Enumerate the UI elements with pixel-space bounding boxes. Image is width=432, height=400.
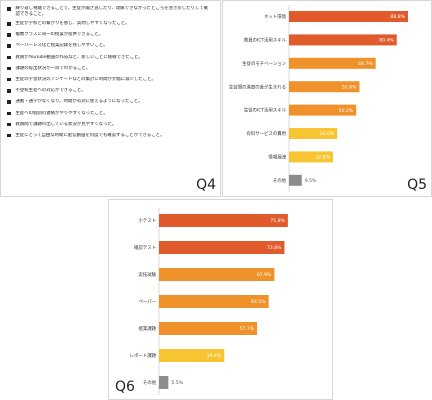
value-label: 73.8%: [267, 245, 282, 251]
bar: [289, 34, 397, 46]
q4-list-item: 生徒への個別の連絡がやりやすくなったこと。: [7, 111, 212, 122]
value-label: 80.4%: [379, 38, 394, 44]
q4-list-item: 生徒が学校との繋がりを感じ、質問しやすくなったこと。: [7, 21, 212, 32]
q4-item-text: 通勤・通学がなくなり、時間が有効に使えるようになったこと。: [15, 99, 143, 105]
q4-list-item: 生徒の学習状況のアンケートなどの集計に時間が大幅に減少したこと。: [7, 77, 212, 88]
bar: [159, 349, 225, 362]
category-label: ネット環境: [264, 13, 287, 20]
bar: [289, 81, 360, 93]
category-label: 生徒間の進度の差が生まれる: [229, 83, 286, 90]
category-label: 実技試験: [138, 271, 156, 278]
bar: [289, 151, 333, 163]
bar: [159, 295, 269, 308]
category-label: 授業課題: [138, 325, 156, 332]
q6-bar-chart: 小テスト 75.8% 確認テスト 73.8% 実技試験 67.9% ペーパー 64.5% 授業課…: [130, 208, 288, 395]
bullet-icon: [7, 44, 11, 48]
q4-list-item: 教員間で課題の出している状況が見やすくなった。: [7, 122, 212, 133]
q6-label: Q6: [115, 379, 135, 395]
category-label: その他: [273, 177, 287, 184]
value-label: 88.8%: [390, 14, 405, 20]
q4-item-text: 生徒にとって自由な時間に配信動画を何度でも確認することができること。: [15, 132, 165, 138]
bullet-icon: [7, 77, 11, 82]
bar: [289, 128, 338, 139]
q5-bar-chart: ネット環境 88.8% 教員のICT活用スキル 80.4% 生徒のモチベーション 64.7…: [229, 5, 408, 192]
q4-answer-list: 繰り返し視聴できることで、生徒が聞き逃したり、理解できなかったところを巻き戻した…: [7, 6, 212, 144]
q4-list-item: 繰り返し視聴できることで、生徒が聞き逃したり、理解できなかったところを巻き戻した…: [7, 6, 212, 21]
bullet-icon: [7, 89, 11, 93]
q4-list-item: 教員がYouTube動画の作成など、新しいことに挑戦できたこと。: [7, 55, 212, 66]
bar: [159, 322, 258, 335]
bullet-icon: [7, 66, 11, 71]
category-label: 有料サービスの費用: [246, 130, 286, 137]
q5-label: Q5: [407, 177, 427, 193]
value-label: 75.8%: [270, 218, 285, 224]
value-label: 5.5%: [171, 380, 183, 386]
q4-label: Q4: [196, 177, 216, 193]
bar: [159, 376, 169, 389]
bullet-icon: [7, 33, 11, 37]
category-label: 生徒のモチベーション: [242, 60, 286, 67]
category-label: 確認テスト: [134, 244, 156, 251]
value-label: 52.6%: [342, 84, 357, 90]
category-label: その他: [143, 379, 157, 386]
category-label: ペーパー: [138, 299, 156, 305]
q4-list-item: 不登校生徒への対応ができること。: [7, 88, 212, 99]
q4-list-item: 通勤・通学がなくなり、時間が有効に使えるようになったこと。: [7, 99, 212, 110]
value-label: 50.2%: [339, 108, 354, 114]
q4-item-text: 不登校生徒への対応ができること。: [15, 88, 86, 94]
q4-list-item: ペーパーレス化と授業記録を残しやすいこと。: [7, 43, 212, 54]
bullet-icon: [7, 122, 11, 127]
q4-item-text: 生徒への個別の連絡がやりやすくなったこと。: [15, 110, 108, 116]
value-label: 64.7%: [358, 61, 373, 67]
bar: [289, 11, 408, 22]
q6-chart-panel: 小テスト 75.8% 確認テスト 73.8% 実技試験 67.9% ペーパー 64.5% 授業課…: [108, 199, 333, 400]
bullet-icon: [7, 55, 11, 60]
bullet-icon: [7, 100, 11, 104]
category-label: 生徒のICT活用スキル: [244, 107, 287, 114]
q4-list-item: 課題の提出状況が一目でわかること。: [7, 66, 212, 77]
bullet-icon: [7, 7, 11, 11]
bar: [159, 241, 285, 254]
q4-item-text: 生徒が学校との繋がりを感じ、質問しやすくなったこと。: [15, 21, 130, 26]
q5-chart-panel: ネット環境 88.8% 教員のICT活用スキル 80.4% 生徒のモチベーション 64.7…: [222, 0, 432, 197]
category-label: 小テスト: [138, 217, 156, 224]
value-label: 9.5%: [305, 178, 317, 184]
category-label: 情報漏洩: [268, 154, 286, 161]
q4-list-item: 複数クラスに同一の授業が提供できること。: [7, 32, 212, 43]
category-label: 教員のICT活用スキル: [244, 37, 287, 44]
bar: [159, 268, 275, 281]
value-label: 36.0%: [320, 131, 335, 137]
value-label: 64.5%: [251, 299, 266, 305]
bar: [289, 174, 302, 186]
q4-item-text: 課題の提出状況が一目でわかること。: [15, 65, 91, 71]
bullet-icon: [7, 22, 11, 26]
q4-panel: 繰り返し視聴できることで、生徒が聞き逃したり、理解できなかったところを巻き戻した…: [0, 0, 221, 197]
category-label: レポート課題: [130, 352, 157, 359]
value-label: 32.8%: [315, 155, 330, 161]
bar: [289, 104, 357, 116]
value-label: 67.9%: [257, 272, 272, 278]
bar: [289, 57, 376, 69]
bullet-icon: [7, 133, 11, 138]
q4-list-item: 生徒にとって自由な時間に配信動画を何度でも確認することができること。: [7, 133, 212, 144]
bullet-icon: [7, 111, 11, 115]
q4-item-text: 生徒の学習状況のアンケートなどの集計に時間が大幅に減少したこと。: [15, 76, 156, 82]
q4-item-text: 教員がYouTube動画の作成など、新しいことに挑戦できたこと。: [15, 54, 143, 60]
q4-item-text: 繰り返し視聴できることで、生徒が聞き逃したり、理解できなかったところを巻き戻した…: [15, 6, 209, 17]
value-label: 38.4%: [207, 353, 222, 359]
bar: [159, 214, 288, 227]
q4-item-text: 複数クラスに同一の授業が提供できること。: [15, 32, 104, 38]
q4-item-text: 教員間で課題の出している状況が見やすくなった。: [15, 121, 117, 127]
q4-item-text: ペーパーレス化と授業記録を残しやすいこと。: [15, 43, 108, 49]
value-label: 57.7%: [239, 326, 254, 332]
